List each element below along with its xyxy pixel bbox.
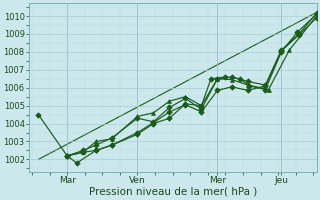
X-axis label: Pression niveau de la mer( hPa ): Pression niveau de la mer( hPa ) [89, 187, 257, 197]
